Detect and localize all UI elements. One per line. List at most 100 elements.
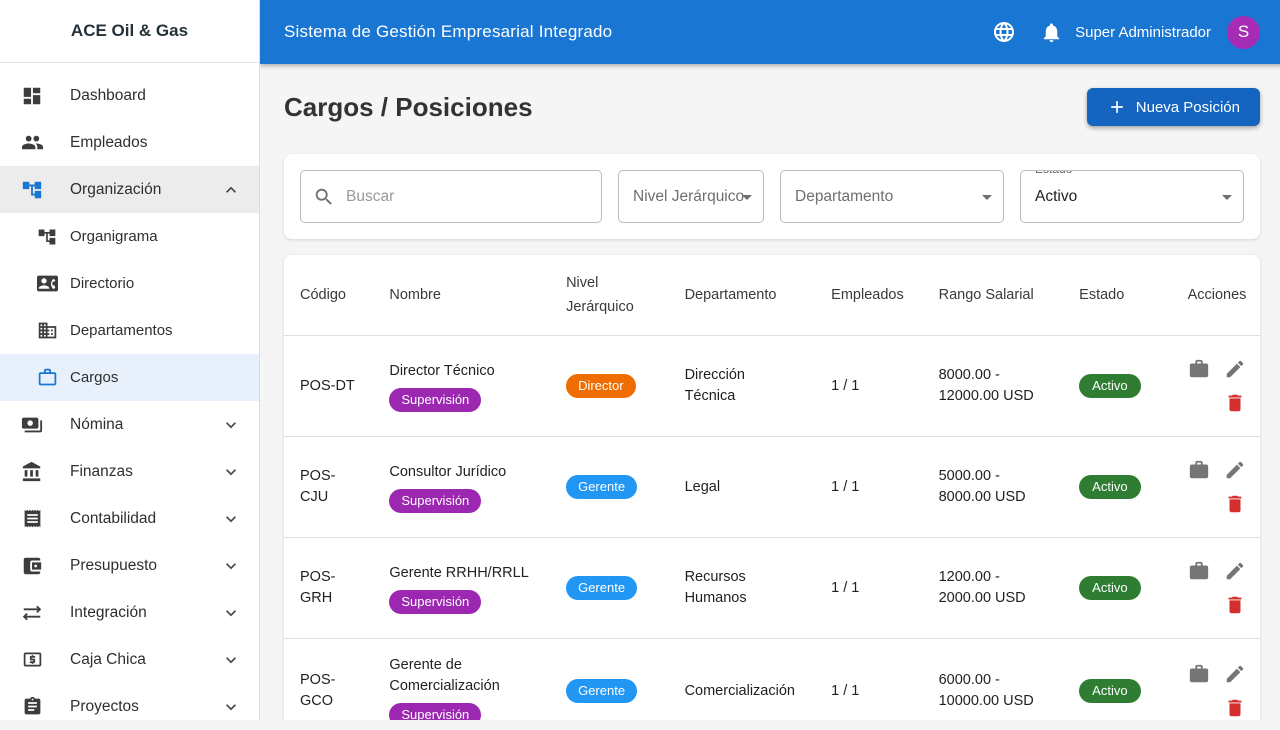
- sidebar-item-departamentos[interactable]: Departamentos: [0, 307, 259, 354]
- salary-range-cell: 1200.00 - 2000.00 USD: [922, 537, 1064, 639]
- table-row: POS-CJU Consultor Jurídico Supervisión G…: [284, 436, 1260, 538]
- briefcase-action-icon[interactable]: [1188, 663, 1210, 685]
- employees-cell: 1 / 1: [815, 335, 923, 437]
- position-name: Director Técnico: [389, 362, 495, 379]
- user-name: Super Administrador: [1075, 23, 1211, 41]
- row-actions: [1188, 459, 1246, 515]
- search-field[interactable]: [300, 170, 602, 223]
- position-code: POS-CJU: [284, 436, 374, 538]
- swap-arrows-icon: [20, 601, 44, 625]
- sidebar-item-organizacion[interactable]: Organización: [0, 166, 259, 213]
- position-name: Consultor Jurídico: [389, 463, 507, 480]
- dropdown-arrow-icon: [975, 185, 999, 209]
- briefcase-action-icon[interactable]: [1188, 560, 1210, 582]
- dropdown-arrow-icon: [1215, 185, 1239, 209]
- wallet-icon: [20, 554, 44, 578]
- employees-cell: 1 / 1: [815, 537, 923, 639]
- sidebar-item-presupuesto[interactable]: Presupuesto: [0, 542, 259, 589]
- table-row: POS-DT Director Técnico Supervisión Dire…: [284, 335, 1260, 437]
- page-title: Cargos / Posiciones: [284, 92, 533, 122]
- topbar-actions: Super Administrador S: [992, 15, 1260, 49]
- sidebar-item-caja-chica[interactable]: Caja Chica: [0, 636, 259, 683]
- col-header-rango: Rango Salarial: [938, 287, 1034, 303]
- positions-table: Código Nombre Nivel Jerárquico Departame…: [284, 255, 1260, 720]
- delete-icon[interactable]: [1224, 493, 1246, 515]
- page-content: Cargos / Posiciones Nueva Posición Nivel…: [260, 64, 1280, 720]
- table-row: POS-GRH Gerente RRHH/RRLL Supervisión Ge…: [284, 537, 1260, 639]
- clipboard-icon: [20, 695, 44, 719]
- estado-select[interactable]: Estado Activo: [1020, 170, 1244, 223]
- col-header-codigo: Código: [300, 287, 346, 303]
- nivel-select-value: Nivel Jerárquico: [633, 187, 745, 205]
- dropdown-arrow-icon: [735, 185, 759, 209]
- col-header-empleados: Empleados: [831, 287, 904, 303]
- search-input[interactable]: [344, 186, 589, 207]
- edit-icon[interactable]: [1224, 459, 1246, 481]
- briefcase-action-icon[interactable]: [1188, 459, 1210, 481]
- app-title: Sistema de Gestión Empresarial Integrado: [284, 22, 613, 41]
- notifications-bell-icon[interactable]: [1040, 21, 1063, 44]
- sidebar-item-integracion[interactable]: Integración: [0, 589, 259, 636]
- delete-icon[interactable]: [1224, 392, 1246, 414]
- col-header-estado: Estado: [1079, 287, 1125, 303]
- level-badge: Director: [566, 374, 636, 398]
- topbar: Sistema de Gestión Empresarial Integrado…: [260, 0, 1280, 64]
- search-icon: [313, 186, 335, 208]
- sidebar-item-empleados[interactable]: Empleados: [0, 119, 259, 166]
- position-code: POS-GRH: [284, 537, 374, 639]
- sidebar-item-nomina[interactable]: Nómina: [0, 401, 259, 448]
- nivel-jerarquico-select[interactable]: Nivel Jerárquico: [618, 170, 764, 223]
- col-header-nivel: Nivel Jerárquico: [566, 275, 634, 315]
- new-position-button[interactable]: Nueva Posición: [1086, 88, 1260, 126]
- sidebar-item-finanzas[interactable]: Finanzas: [0, 448, 259, 495]
- edit-icon[interactable]: [1224, 358, 1246, 380]
- sidebar-item-organigrama[interactable]: Organigrama: [0, 213, 259, 260]
- brand-title: ACE Oil & Gas: [0, 0, 259, 63]
- edit-icon[interactable]: [1224, 663, 1246, 685]
- filters-bar: Nivel Jerárquico Departamento Estado Act…: [284, 154, 1260, 239]
- supervision-badge: Supervisión: [389, 589, 482, 614]
- sidebar-item-label: Proyectos: [70, 697, 139, 715]
- level-badge: Gerente: [566, 475, 638, 499]
- sidebar-item-label: Empleados: [70, 133, 148, 151]
- supervision-badge: Supervisión: [389, 703, 482, 720]
- sidebar-nav: Dashboard Empleados Organización Organig…: [0, 63, 259, 730]
- sidebar-item-label: Nómina: [70, 415, 124, 433]
- sidebar: ACE Oil & Gas Dashboard Empleados Organi…: [0, 0, 260, 720]
- delete-icon[interactable]: [1224, 594, 1246, 616]
- sidebar-item-cargos[interactable]: Cargos: [0, 354, 259, 401]
- org-tree-icon: [36, 226, 58, 248]
- building-icon: [36, 320, 58, 342]
- row-actions: [1188, 358, 1246, 414]
- dashboard-icon: [20, 84, 44, 108]
- sidebar-item-label: Cargos: [70, 369, 119, 386]
- row-actions: [1188, 560, 1246, 616]
- cash-icon: [20, 648, 44, 672]
- plus-icon: [1107, 97, 1127, 117]
- chevron-down-icon: [221, 650, 241, 670]
- language-globe-icon[interactable]: [992, 20, 1016, 44]
- user-avatar[interactable]: S: [1227, 15, 1260, 49]
- salary-range-cell: 5000.00 - 8000.00 USD: [922, 436, 1064, 538]
- chevron-down-icon: [221, 462, 241, 482]
- chevron-down-icon: [221, 603, 241, 623]
- sidebar-item-contabilidad[interactable]: Contabilidad: [0, 495, 259, 542]
- row-actions: [1188, 663, 1246, 719]
- briefcase-action-icon[interactable]: [1188, 358, 1210, 380]
- sidebar-item-directorio[interactable]: Directorio: [0, 260, 259, 307]
- briefcase-outline-icon: [36, 367, 58, 389]
- col-header-nombre: Nombre: [389, 287, 441, 303]
- org-tree-icon: [20, 178, 44, 202]
- col-header-acciones: Acciones: [1187, 287, 1247, 303]
- sidebar-item-label: Organización: [70, 180, 162, 198]
- edit-icon[interactable]: [1224, 560, 1246, 582]
- sidebar-item-label: Caja Chica: [70, 650, 146, 668]
- supervision-badge: Supervisión: [389, 488, 482, 513]
- delete-icon[interactable]: [1224, 697, 1246, 719]
- sidebar-item-dashboard[interactable]: Dashboard: [0, 72, 259, 119]
- level-badge: Gerente: [566, 576, 638, 600]
- positions-table-card: Código Nombre Nivel Jerárquico Departame…: [284, 255, 1260, 720]
- departamento-select[interactable]: Departamento: [780, 170, 1004, 223]
- sidebar-item-proyectos[interactable]: Proyectos: [0, 683, 259, 730]
